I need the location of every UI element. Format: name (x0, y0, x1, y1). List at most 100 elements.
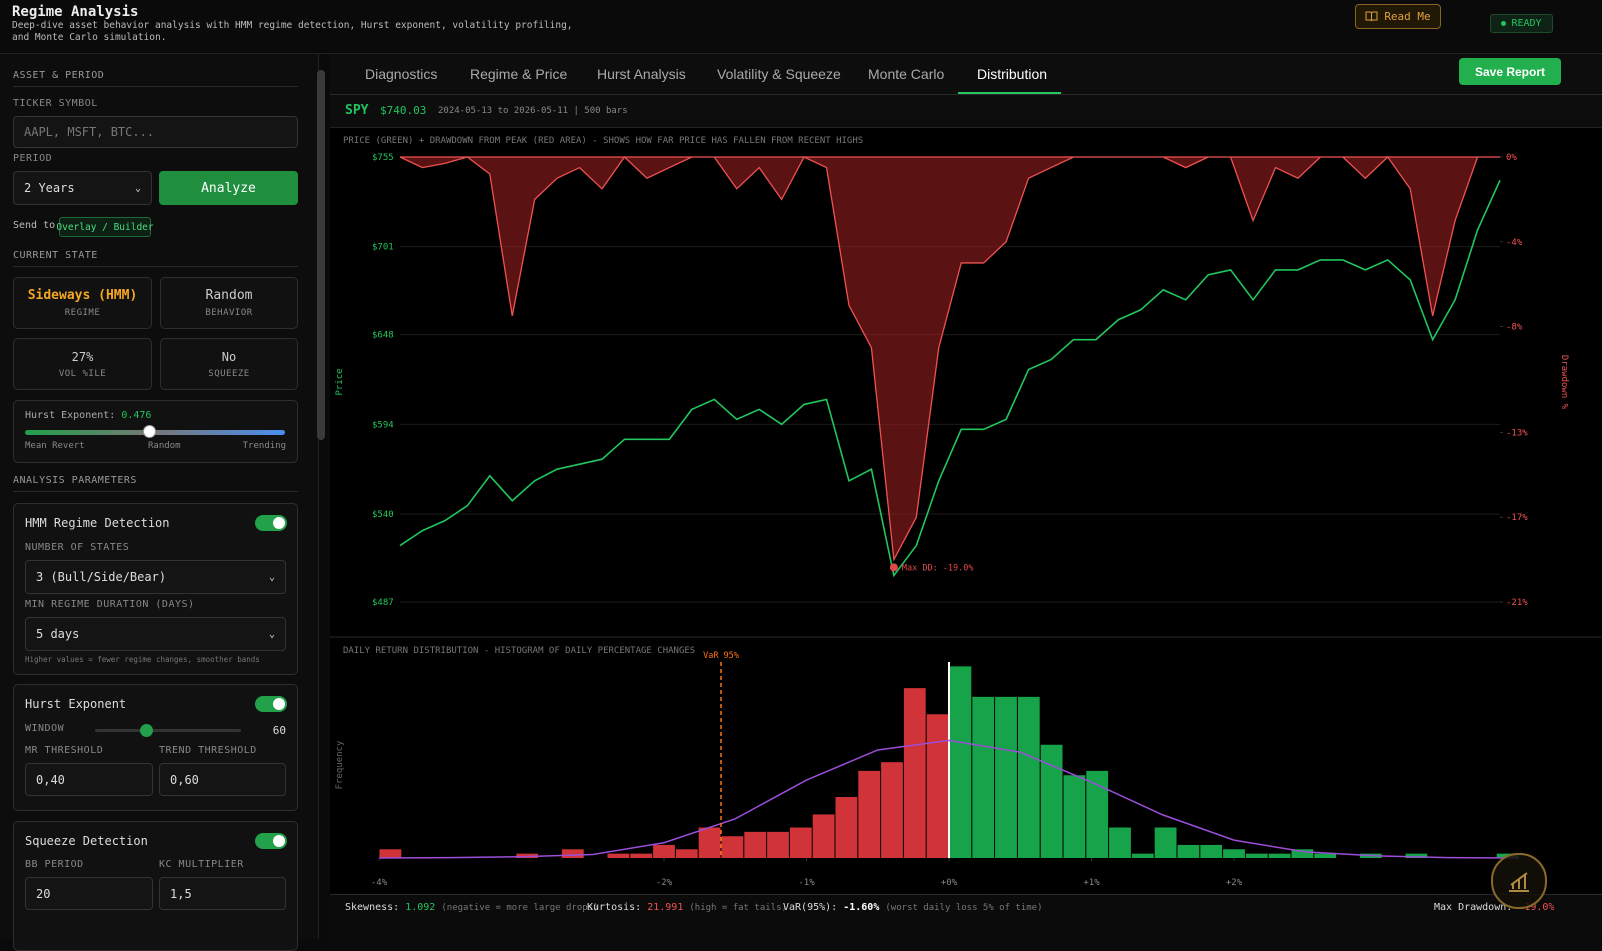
stats-bar: Skewness: 1.092 (negative = more large d… (330, 894, 1602, 940)
histogram-bar (949, 666, 972, 858)
analyze-button[interactable]: Analyze (159, 171, 298, 205)
period-select[interactable]: 2 Years ⌄ (13, 171, 152, 205)
stat-label: VaR(95%): (783, 902, 838, 913)
save-report-button[interactable]: Save Report (1459, 58, 1561, 85)
histogram-bar (1040, 744, 1063, 858)
field-label: NUMBER OF STATES (25, 542, 130, 553)
header (0, 0, 1602, 54)
stat-label: Max Drawdown: (1434, 902, 1513, 913)
state-card: No SQUEEZE (160, 338, 298, 390)
divider (13, 266, 298, 267)
stat: Kurtosis: 21.991 (high = fat tails) (587, 902, 787, 913)
histogram-bar (630, 853, 653, 858)
hurst-panel: Hurst Exponent WINDOW 60 MR THRESHOLD TR… (13, 684, 298, 811)
ticker-input[interactable]: AAPL, MSFT, BTC... (13, 116, 298, 148)
floating-button[interactable] (1491, 853, 1547, 909)
scrollbar[interactable] (317, 70, 325, 440)
y2-tick-label: 0% (1506, 153, 1517, 163)
toggle[interactable] (255, 833, 287, 849)
x-tick-label: +0% (941, 878, 958, 888)
hurst-value: 0.476 (121, 410, 152, 421)
field-label: MR THRESHOLD (25, 745, 104, 756)
hurst-knob (142, 425, 156, 438)
card-label: BEHAVIOR (205, 308, 253, 318)
window-value: 60 (272, 724, 286, 737)
y2-axis-label: Drawdown % (1559, 355, 1569, 410)
histogram-bar (1017, 696, 1040, 858)
histogram-bar (1268, 853, 1291, 858)
histogram-bar (607, 853, 630, 858)
y-tick-label: $755 (372, 153, 394, 163)
stat: Skewness: 1.092 (negative = more large d… (345, 902, 599, 913)
histogram-bar (1063, 775, 1086, 858)
hurst-label: Hurst Exponent: 0.476 (25, 410, 151, 421)
chevron: ⌄ (268, 571, 275, 583)
field-label: BB PERIOD (25, 859, 84, 870)
trend-input[interactable]: 0,60 (159, 763, 286, 796)
panel-title: HMM Regime Detection (25, 516, 170, 530)
overlay-button[interactable]: Overlay / Builder (56, 217, 154, 237)
tab[interactable]: Volatility & Squeeze (717, 66, 841, 82)
select-value: 5 days (36, 627, 80, 641)
chevron: ⌄ (268, 628, 275, 640)
stat-label: Kurtosis: (587, 902, 642, 913)
status-label: READY (1511, 18, 1542, 29)
histogram-bar (1245, 853, 1268, 858)
tab-active[interactable]: Distribution (977, 66, 1048, 82)
stat-value: 21.991 (647, 902, 684, 913)
hmm-panel: HMM Regime Detection NUMBER OF STATES 3 … (13, 503, 298, 675)
hurst-box: Hurst Exponent: 0.476 Mean Revert Random… (13, 400, 298, 463)
histogram-bar (1200, 844, 1223, 858)
card-value: Sideways (HMM) (27, 288, 138, 303)
chevron: ⌄ (134, 182, 141, 194)
toggle[interactable] (255, 515, 287, 531)
card-label: REGIME (64, 308, 101, 318)
toggle[interactable] (255, 696, 287, 712)
y2-tick-label: -13% (1506, 428, 1528, 438)
send-to-label: Send to (13, 220, 56, 231)
panel-title: Hurst Exponent (25, 697, 127, 711)
states-select[interactable]: 3 (Bull/Side/Bear) ⌄ (25, 560, 286, 594)
ticker-bar (330, 95, 1602, 128)
bb-input[interactable]: 20 (25, 877, 153, 910)
section-heading: ASSET & PERIOD (13, 70, 105, 81)
duration-select[interactable]: 5 days ⌄ (25, 617, 286, 651)
divider (13, 86, 298, 87)
field-label: MIN REGIME DURATION (DAYS) (25, 599, 195, 610)
histogram-bar (721, 836, 744, 858)
price-line (399, 179, 1501, 578)
card-value: Random (205, 288, 253, 303)
book-icon (1365, 11, 1378, 22)
ticker-range: 2024-05-13 to 2026-05-11 | 500 bars (438, 106, 628, 116)
histogram-bar (1131, 853, 1154, 858)
tab[interactable]: Hurst Analysis (597, 66, 686, 82)
y-tick-label: $648 (372, 331, 394, 341)
field-label: KC MULTIPLIER (159, 859, 244, 870)
period-value: 2 Years (24, 181, 75, 195)
histogram-bar (903, 688, 926, 858)
mr-input[interactable]: 0,40 (25, 763, 153, 796)
field-label: WINDOW (25, 723, 65, 734)
tab[interactable]: Monte Carlo (868, 66, 945, 82)
window-knob[interactable] (140, 724, 153, 737)
stat-label: Skewness: (345, 902, 400, 913)
x-tick-label: -1% (798, 878, 815, 888)
toggle-knob (273, 517, 285, 529)
charts: PRICE (GREEN) + DRAWDOWN FROM PEAK (RED … (330, 128, 1602, 895)
read-me-label: Read Me (1384, 10, 1431, 23)
tab[interactable]: Regime & Price (470, 66, 568, 82)
divider (13, 491, 298, 492)
tab[interactable]: Diagnostics (365, 66, 438, 82)
ticker-symbol: SPY (345, 103, 369, 118)
card-value: No (221, 350, 237, 364)
field-label: TICKER SYMBOL (13, 98, 98, 109)
read-me-button[interactable]: Read Me (1355, 4, 1441, 29)
status-badge: READY (1490, 14, 1553, 33)
tab-underline (958, 92, 1061, 94)
max-dd-dot (889, 563, 898, 572)
kc-input[interactable]: 1,5 (159, 877, 286, 910)
stat-note: (worst daily loss 5% of time) (885, 903, 1043, 913)
scale-label: Random (148, 441, 181, 451)
app-subtitle: Deep-dive asset behavior analysis with H… (12, 20, 573, 43)
histogram-bar (1109, 827, 1131, 858)
